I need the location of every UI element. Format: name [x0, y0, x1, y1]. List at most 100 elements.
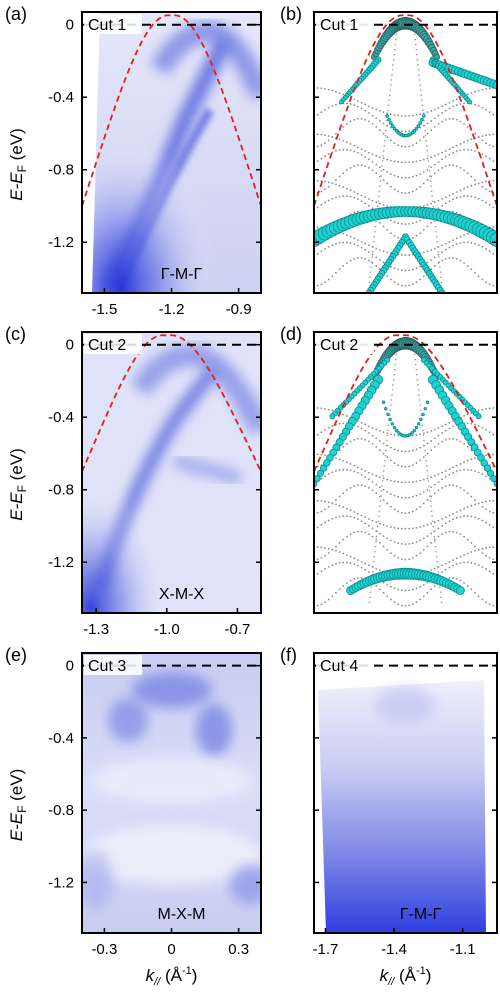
band-point [492, 284, 495, 287]
band-point [371, 251, 374, 253]
band-point [466, 468, 469, 471]
band-point [433, 521, 436, 524]
band-point [466, 515, 469, 517]
band-point [400, 223, 403, 225]
band-point [452, 425, 454, 428]
band-point [430, 249, 433, 251]
band-point [316, 511, 319, 514]
band-point [346, 234, 348, 236]
band-point [463, 442, 465, 445]
band-point [459, 486, 462, 489]
band-point [316, 145, 319, 148]
band-point [431, 520, 434, 523]
band-point [441, 533, 443, 536]
band-point [320, 250, 323, 253]
band-point [386, 182, 389, 185]
band-point [327, 598, 330, 601]
band-point [342, 459, 345, 462]
band-point [371, 571, 374, 573]
band-point [335, 90, 337, 93]
x-tick-label: -1.0 [154, 621, 180, 638]
band-point [368, 440, 370, 443]
band-point [466, 172, 469, 175]
band-point [459, 259, 462, 262]
band-point [488, 133, 491, 136]
band-point [368, 425, 370, 428]
band-point [425, 139, 427, 142]
band-point [488, 431, 491, 434]
band-point [357, 117, 359, 120]
cut-title: Cut 2 [88, 337, 126, 354]
band-point [488, 87, 491, 90]
y-tick-label: -0.8 [48, 802, 74, 819]
band-point [422, 537, 425, 540]
band-point [386, 439, 388, 442]
band-point [353, 237, 356, 240]
band-point [353, 516, 356, 519]
band-point [470, 561, 473, 564]
band-point [408, 254, 411, 256]
band-point [375, 492, 378, 495]
band-point [342, 413, 345, 416]
band-point [382, 477, 385, 480]
panel-a-axes: 0 -0.4 -0.8 -1.2 -1.5 -1.2 -0.9 (a) Cut 1 Γ-M-Γ E-… [5, 4, 262, 318]
band-point [376, 205, 379, 208]
band-point [335, 457, 337, 459]
band-point [349, 242, 352, 245]
band-point [429, 175, 431, 177]
band-point [393, 174, 396, 177]
band-point [411, 603, 414, 606]
band-point [327, 278, 330, 281]
band-point [415, 174, 418, 177]
band-point [342, 515, 345, 517]
band-point [383, 144, 386, 147]
band-point [433, 585, 436, 587]
band-point [413, 353, 416, 356]
band-point [444, 103, 447, 106]
band-point [455, 98, 458, 101]
band-point [391, 389, 394, 391]
band-point [404, 115, 407, 117]
band-point [316, 572, 319, 575]
band-point [411, 114, 414, 117]
band-point [435, 550, 437, 553]
band-point [481, 181, 484, 184]
band-point [378, 532, 381, 535]
band-point [397, 222, 400, 225]
band-point [393, 373, 395, 376]
high-symmetry-path-label: Γ-M-Γ [161, 266, 203, 283]
panel-b-axes: (b) Cut 1 [280, 4, 498, 294]
band-point [382, 470, 385, 472]
band-point [342, 241, 345, 244]
panel-c [82, 332, 261, 613]
band-point [455, 150, 458, 153]
band-point [417, 69, 420, 71]
panel-d [314, 332, 497, 613]
band-point [320, 407, 323, 410]
band-point [378, 249, 381, 251]
band-point [404, 481, 407, 484]
band-point [463, 489, 465, 492]
panel-c-intensity-map [82, 332, 261, 613]
band-point [470, 268, 473, 271]
y-tick-label: 0 [66, 337, 74, 354]
band-point [382, 157, 385, 160]
band-point [422, 502, 425, 505]
band-point [441, 105, 443, 108]
x-tick-label: -1.7 [313, 941, 339, 958]
band-point [441, 440, 443, 443]
band-point [338, 149, 341, 152]
band-point [437, 527, 440, 530]
band-point [422, 583, 425, 586]
band-point [425, 144, 428, 147]
band-point [386, 491, 389, 493]
band-point [342, 506, 345, 509]
band-point [368, 471, 370, 474]
x-tick-label: -1.5 [91, 301, 117, 318]
band-point [364, 257, 367, 260]
band-point [420, 94, 423, 96]
band-point [466, 492, 469, 495]
band-point [327, 139, 330, 142]
red-dashed-guide-curve [313, 334, 498, 472]
band-point [459, 469, 462, 472]
